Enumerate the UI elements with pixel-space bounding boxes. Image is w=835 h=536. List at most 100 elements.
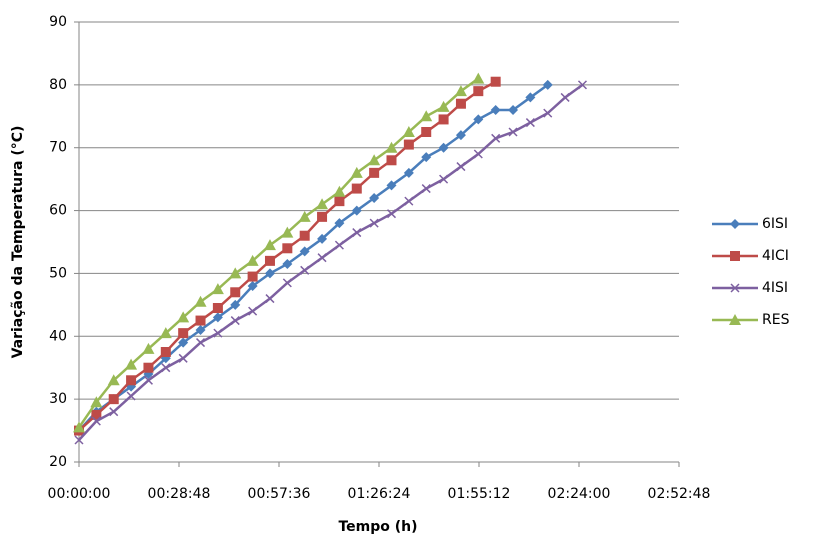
marker	[229, 267, 242, 279]
marker	[282, 243, 293, 254]
y-tick-label: 20	[49, 454, 67, 470]
marker	[195, 325, 206, 335]
marker	[143, 362, 154, 373]
marker	[491, 133, 501, 143]
marker	[386, 209, 397, 219]
marker	[263, 239, 276, 251]
y-tick-label: 50	[49, 265, 67, 281]
y-axis-label: Variação da Temperatura (°C)	[10, 126, 26, 359]
legend-label: RES	[762, 312, 790, 328]
marker	[126, 391, 136, 401]
marker	[403, 139, 414, 150]
marker	[212, 312, 223, 323]
marker	[352, 228, 362, 238]
marker	[281, 226, 294, 238]
marker	[264, 268, 275, 279]
marker	[178, 337, 189, 348]
legend-label: 4ICI	[762, 248, 789, 264]
series-line	[78, 83, 549, 432]
marker	[160, 347, 171, 357]
marker	[543, 108, 553, 118]
y-tick-label: 60	[49, 203, 67, 219]
marker	[108, 394, 119, 405]
marker	[298, 210, 311, 222]
marker	[421, 184, 431, 194]
marker	[542, 79, 553, 90]
marker	[195, 338, 206, 348]
series-line	[78, 83, 584, 441]
marker	[508, 127, 518, 137]
marker	[455, 130, 466, 141]
marker	[143, 375, 153, 385]
marker	[178, 353, 188, 363]
marker	[351, 183, 362, 194]
marker	[300, 265, 310, 275]
marker	[230, 299, 241, 310]
marker	[316, 198, 329, 210]
marker	[178, 328, 189, 339]
marker	[386, 180, 397, 191]
marker	[265, 294, 275, 304]
marker	[247, 281, 258, 291]
marker	[126, 375, 137, 386]
marker	[282, 259, 293, 269]
marker	[90, 396, 103, 408]
marker	[454, 85, 467, 97]
x-tick-label: 00:28:48	[148, 486, 211, 502]
y-tick-label: 30	[49, 391, 67, 407]
marker	[91, 409, 102, 420]
marker	[264, 255, 275, 266]
marker	[730, 251, 740, 261]
marker	[230, 287, 241, 298]
marker	[177, 311, 190, 323]
marker	[213, 328, 223, 338]
marker	[729, 314, 741, 325]
marker	[333, 185, 346, 197]
marker	[420, 110, 433, 122]
marker	[455, 98, 466, 109]
marker	[299, 246, 310, 257]
marker	[473, 114, 484, 125]
marker	[247, 271, 258, 282]
marker	[211, 283, 224, 295]
marker	[525, 92, 536, 103]
y-tick-label: 40	[49, 328, 67, 344]
marker	[490, 76, 501, 87]
marker	[74, 435, 84, 445]
marker	[730, 283, 740, 293]
marker	[334, 240, 344, 250]
x-axis-label: Tempo (h)	[338, 519, 417, 535]
marker	[403, 167, 414, 178]
marker	[91, 416, 101, 426]
marker	[421, 127, 432, 137]
marker	[525, 118, 535, 128]
marker	[142, 342, 155, 354]
marker	[560, 92, 570, 102]
marker	[404, 196, 414, 206]
marker	[730, 219, 740, 229]
marker	[248, 306, 258, 316]
marker	[351, 205, 362, 216]
marker	[473, 86, 484, 97]
y-tick-label: 80	[49, 77, 67, 93]
marker	[437, 100, 450, 112]
marker	[472, 72, 485, 84]
marker	[317, 211, 328, 222]
marker	[299, 230, 310, 241]
x-tick-label: 02:52:48	[648, 486, 711, 502]
marker	[439, 174, 449, 184]
marker	[369, 218, 379, 228]
marker	[230, 316, 240, 326]
marker	[369, 193, 380, 203]
marker	[317, 233, 328, 244]
marker	[334, 196, 345, 207]
marker	[456, 162, 466, 172]
marker	[334, 218, 345, 229]
marker	[490, 105, 501, 115]
x-tick-label: 01:55:12	[448, 486, 511, 502]
marker	[508, 105, 519, 115]
marker	[107, 374, 120, 386]
marker	[246, 254, 259, 266]
x-tick-label: 00:00:00	[48, 486, 111, 502]
